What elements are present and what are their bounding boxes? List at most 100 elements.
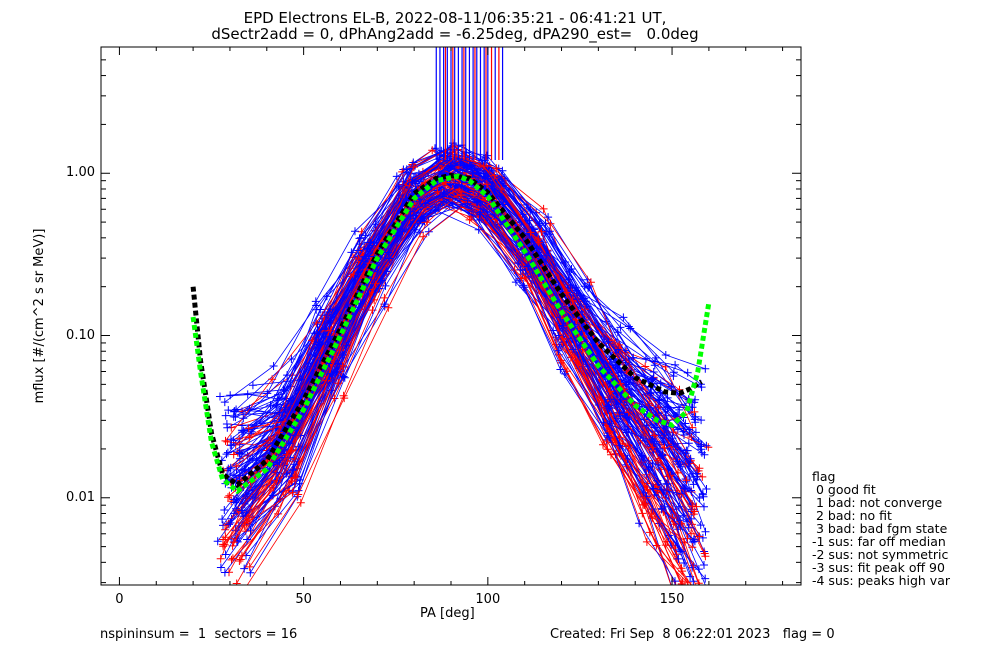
data-point-marker (423, 218, 432, 227)
data-point-marker (562, 288, 571, 297)
data-point-marker (661, 351, 670, 359)
data-point-marker (275, 408, 284, 417)
data-point-marker (424, 227, 433, 236)
data-point-marker (586, 278, 595, 287)
data-point-marker (698, 533, 707, 542)
data-point-marker (326, 305, 335, 314)
data-point-marker (692, 502, 701, 511)
data-point-marker (700, 450, 709, 459)
data-point-marker (695, 532, 704, 541)
data-point-marker (226, 518, 235, 527)
data-point-marker (216, 392, 224, 401)
data-point-marker (683, 446, 692, 455)
data-point-marker (392, 172, 401, 181)
data-point-marker (698, 489, 707, 498)
data-point-marker (393, 231, 402, 240)
data-point-marker (478, 156, 486, 165)
data-point-marker (599, 440, 607, 449)
series-line (222, 191, 676, 549)
data-point-marker (526, 228, 535, 237)
data-point-marker (650, 423, 659, 432)
legend-item: 0 good fit (812, 482, 876, 497)
data-point-marker (700, 561, 708, 569)
data-point-marker (218, 515, 227, 524)
data-point-marker (311, 297, 320, 306)
data-point-marker (475, 210, 484, 219)
data-point-marker (381, 281, 390, 290)
data-point-marker (687, 514, 696, 523)
series-line (230, 159, 695, 403)
data-point-marker (687, 488, 696, 496)
data-point-marker (221, 436, 230, 445)
data-point-marker (537, 227, 546, 236)
legend-item: -3 sus: fit peak off 90 (812, 560, 945, 575)
data-point-marker (668, 434, 677, 443)
data-point-marker (416, 216, 425, 225)
data-point-marker (639, 488, 648, 497)
data-point-marker (218, 540, 227, 549)
data-point-marker (541, 219, 550, 228)
data-point-marker (232, 497, 241, 505)
data-point-marker (469, 187, 478, 196)
data-point-marker (698, 472, 707, 481)
data-point-marker (220, 506, 229, 514)
data-point-marker (604, 402, 613, 411)
data-point-marker (676, 462, 685, 471)
data-point-marker (697, 440, 706, 449)
data-point-marker (668, 513, 677, 522)
data-point-marker (419, 232, 428, 241)
data-point-marker (240, 564, 249, 573)
data-point-marker (229, 538, 238, 547)
data-point-marker (339, 372, 348, 381)
data-point-marker (616, 412, 625, 421)
data-point-marker (232, 579, 241, 585)
data-point-marker (675, 545, 684, 554)
data-point-marker (663, 393, 672, 402)
data-point-marker (462, 163, 471, 172)
data-point-marker (701, 610, 709, 618)
data-point-marker (402, 165, 411, 174)
data-point-marker (241, 527, 250, 536)
data-point-marker (616, 395, 625, 404)
data-point-marker (237, 551, 246, 560)
data-point-marker (701, 527, 710, 536)
data-point-marker (605, 427, 614, 436)
data-point-marker (272, 402, 281, 411)
data-point-marker (326, 326, 335, 335)
data-point-marker (333, 359, 342, 368)
data-point-marker (641, 354, 650, 363)
data-point-marker (327, 369, 336, 378)
data-point-marker (288, 488, 297, 497)
data-point-marker (225, 520, 234, 529)
data-point-marker (240, 585, 248, 593)
data-point-marker (661, 408, 670, 416)
x-tick-label: 100 (475, 592, 501, 607)
data-point-marker (680, 431, 688, 439)
data-point-marker (284, 439, 293, 448)
series-line (228, 195, 686, 489)
data-point-marker (244, 518, 252, 526)
data-point-marker (479, 162, 488, 171)
data-point-marker (351, 227, 359, 236)
data-point-marker (236, 555, 245, 564)
fit-curve-a (190, 172, 703, 489)
data-point-marker (524, 262, 532, 271)
data-point-marker (702, 485, 711, 493)
data-point-marker (688, 543, 697, 552)
data-point-marker (235, 449, 244, 458)
data-point-marker (649, 484, 658, 493)
y-axis-label: mflux [#/(cm^2 s sr MeV)] (32, 228, 47, 404)
data-point-marker (647, 509, 656, 518)
data-point-marker (274, 509, 283, 518)
data-point-marker (687, 529, 696, 538)
data-point-marker (465, 215, 474, 224)
data-point-marker (226, 391, 235, 400)
data-point-marker (689, 480, 698, 489)
data-point-marker (378, 276, 387, 285)
data-point-marker (237, 426, 246, 435)
data-point-marker (248, 454, 257, 463)
y-tick-label: 0.10 (66, 327, 95, 343)
data-point-marker (689, 577, 698, 585)
series-line (240, 188, 697, 507)
data-point-marker (223, 448, 232, 457)
